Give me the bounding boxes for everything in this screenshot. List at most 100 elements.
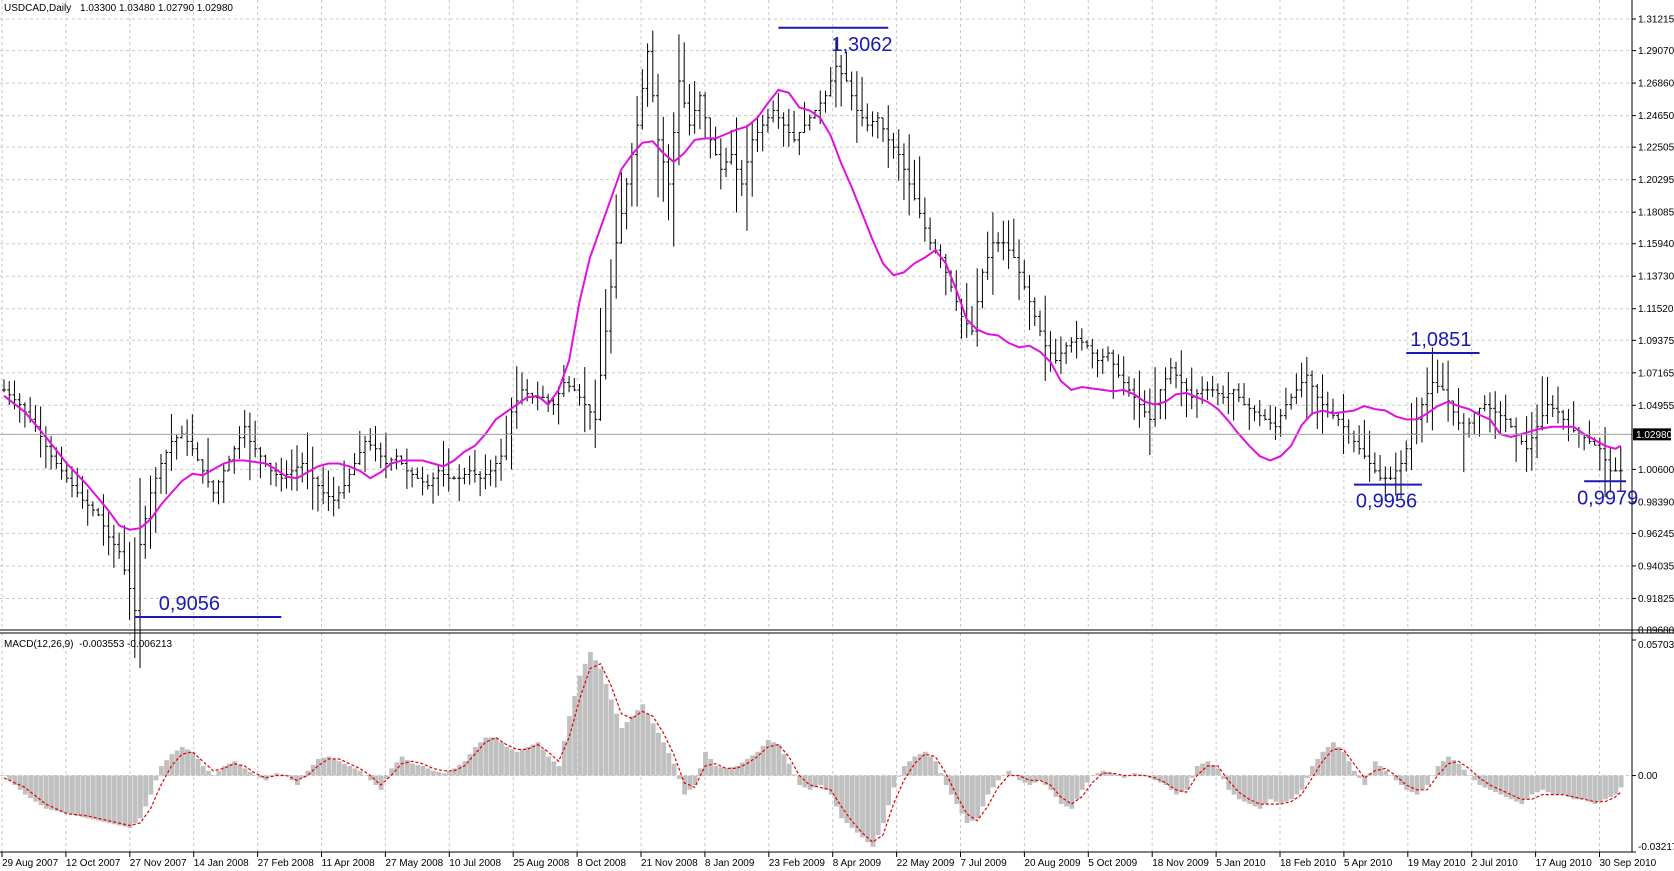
- price-bar: [1205, 381, 1210, 400]
- x-tick-label: 27 Nov 2007: [130, 858, 187, 869]
- macd-histogram-bar: [1043, 775, 1049, 786]
- price-bar: [132, 537, 137, 659]
- macd-histogram-bar: [1257, 775, 1263, 809]
- price-bar: [1210, 375, 1215, 398]
- macd-histogram-bar: [990, 775, 996, 788]
- macd-histogram-bar: [833, 775, 839, 807]
- macd-histogram-bar: [326, 756, 332, 776]
- price-bar: [844, 51, 849, 82]
- price-bar: [431, 472, 436, 504]
- price-bar: [802, 101, 807, 134]
- price-bar: [1524, 416, 1529, 473]
- macd-histogram-bar: [478, 742, 483, 776]
- price-bar: [608, 259, 613, 354]
- macd-histogram-bar: [1383, 770, 1389, 776]
- macd-histogram-bar: [1304, 775, 1310, 778]
- macd-histogram-bar: [729, 767, 735, 776]
- macd-histogram-bar: [138, 775, 143, 819]
- symbol-label: USDCAD,Daily: [4, 3, 71, 14]
- macd-histogram-bar: [540, 749, 546, 776]
- macd-histogram-bar: [1184, 775, 1190, 790]
- price-bar: [760, 114, 765, 152]
- macd-histogram-bar: [373, 775, 379, 786]
- macd-histogram-bar: [744, 758, 750, 776]
- price-bar: [467, 455, 472, 485]
- price-bar: [896, 129, 901, 181]
- macd-histogram-bar: [38, 775, 44, 806]
- macd-histogram-bar: [907, 761, 912, 776]
- price-bar: [990, 212, 995, 295]
- macd-histogram-bar: [1419, 775, 1425, 790]
- price-bar: [1310, 370, 1315, 416]
- macd-histogram-bar: [410, 763, 415, 776]
- annotation-label: 0,9979: [1577, 487, 1638, 509]
- price-bar: [692, 80, 697, 134]
- macd-histogram-bar: [1194, 766, 1200, 776]
- price-bar: [1268, 405, 1273, 431]
- price-bar: [1074, 320, 1079, 359]
- macd-histogram-bar: [195, 758, 201, 776]
- macd-histogram-bar: [404, 760, 410, 776]
- price-bar: [739, 159, 744, 197]
- macd-histogram-bar: [1529, 775, 1535, 795]
- x-tick-label: 22 May 2009: [897, 858, 955, 869]
- macd-histogram-bar: [1482, 775, 1488, 788]
- price-bar: [1106, 346, 1111, 362]
- x-tick-label: 25 Aug 2008: [513, 858, 570, 869]
- price-bar: [755, 115, 760, 152]
- price-bar: [792, 110, 797, 143]
- price-bar: [1299, 362, 1304, 398]
- price-bar: [1184, 378, 1189, 418]
- price-bar: [1262, 409, 1267, 421]
- price-bar: [1372, 452, 1377, 474]
- macd-histogram-bar: [1163, 775, 1169, 786]
- macd-histogram-bar: [305, 770, 311, 776]
- macd-histogram-bar: [436, 771, 442, 776]
- price-bar: [85, 489, 90, 526]
- price-bar: [493, 455, 498, 488]
- macd-histogram-bar: [629, 716, 635, 776]
- macd-histogram-bar: [598, 668, 604, 776]
- x-tick-label: 23 Feb 2009: [769, 858, 826, 869]
- macd-histogram-bar: [1388, 775, 1394, 777]
- macd-histogram-bar: [901, 766, 907, 776]
- macd-histogram-bar: [1603, 775, 1608, 800]
- macd-histogram-bar: [368, 775, 374, 781]
- macd-histogram-bar: [389, 768, 394, 776]
- price-bar: [1163, 367, 1168, 420]
- price-bar: [321, 466, 326, 505]
- macd-histogram-bar: [106, 775, 112, 824]
- annotation-label: 0,9956: [1356, 491, 1417, 513]
- macd-histogram-bar: [849, 775, 855, 828]
- macd-histogram-bar: [713, 766, 719, 776]
- moving-average-line: [3, 88, 1622, 531]
- macd-histogram-bar: [164, 760, 169, 776]
- y-tick-label: 0.91825: [1638, 594, 1674, 605]
- macd-histogram-bar: [640, 704, 646, 776]
- macd-histogram-bar: [1058, 775, 1064, 805]
- price-bar: [1456, 387, 1461, 431]
- price-bar: [436, 464, 441, 496]
- price-bar: [1053, 338, 1058, 364]
- macd-histogram-bar: [666, 752, 672, 776]
- macd-histogram-bar: [708, 758, 714, 776]
- macd-histogram-bar: [1524, 775, 1530, 800]
- x-tick-label: 29 Aug 2007: [2, 858, 59, 869]
- x-tick-label: 19 May 2010: [1408, 858, 1466, 869]
- macd-histogram-bar: [1608, 775, 1614, 797]
- level-annotation: 0,9956: [1353, 483, 1422, 513]
- price-bar: [216, 479, 221, 505]
- price-bar: [2, 379, 6, 393]
- price-bar: [211, 480, 216, 502]
- macd-histogram-bar: [1336, 747, 1342, 776]
- price-bar: [1017, 239, 1022, 301]
- ohlc-values: 1.03300 1.03480 1.02790 1.02980: [80, 3, 233, 14]
- macd-histogram: [2, 651, 1624, 847]
- macd-histogram-bar: [347, 766, 353, 776]
- price-bar: [1555, 386, 1560, 424]
- macd-histogram-bar: [692, 775, 698, 786]
- price-bar: [169, 413, 174, 471]
- price-bar: [975, 268, 980, 347]
- price-bar: [478, 471, 483, 497]
- macd-histogram-bar: [1430, 775, 1436, 777]
